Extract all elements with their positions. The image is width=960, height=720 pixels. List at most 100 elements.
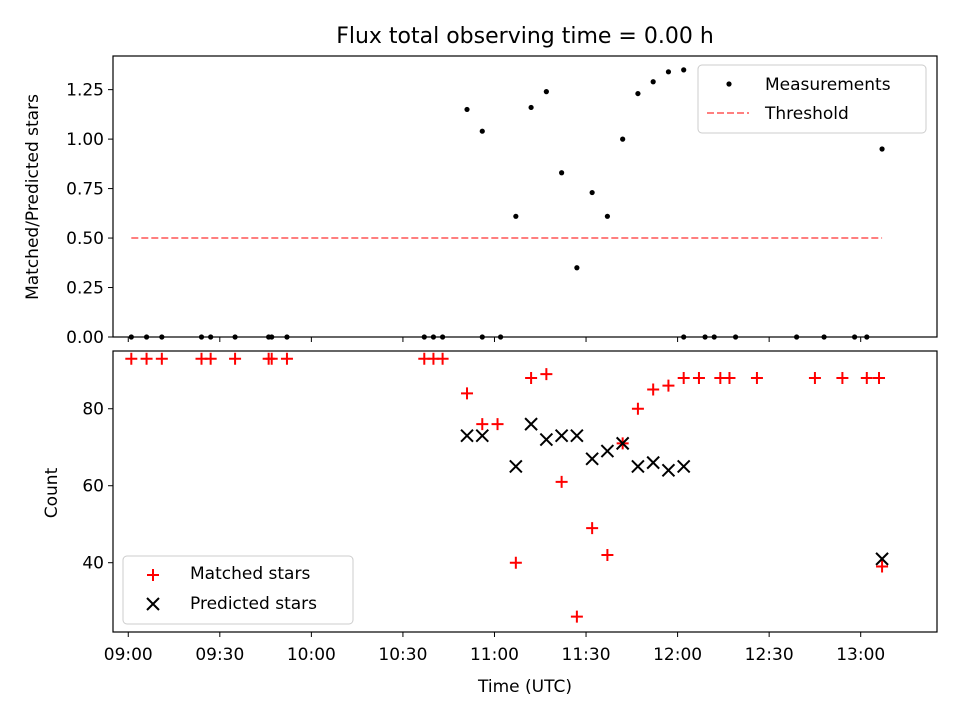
top-y-tick-label: 1.25 <box>66 81 104 101</box>
legend-matched-label: Matched stars <box>190 564 310 584</box>
legend-measurements-marker <box>726 81 732 87</box>
matched-star-point <box>509 556 522 569</box>
measurement-point <box>421 334 427 340</box>
bottom-y-tick-label: 60 <box>82 477 104 497</box>
matched-star-point <box>570 610 583 623</box>
measurement-point <box>879 146 885 152</box>
measurement-point <box>821 334 827 340</box>
matched-star-point <box>491 418 504 431</box>
predicted-star-point <box>661 463 676 478</box>
measurement-point <box>794 334 800 340</box>
predicted-star-point <box>585 452 599 466</box>
matched-star-point <box>525 371 538 384</box>
matched-star-point <box>677 371 690 384</box>
measurement-point <box>440 334 446 340</box>
measurement-point <box>543 89 549 95</box>
x-axis-label: Time (UTC) <box>477 677 572 697</box>
predicted-star-point <box>570 428 584 443</box>
legend-threshold-label: Threshold <box>764 104 849 124</box>
measurement-point <box>497 334 504 340</box>
matched-star-point <box>204 352 217 365</box>
predicted-star-point <box>475 428 489 443</box>
matched-star-point <box>662 379 675 392</box>
measurement-point <box>528 104 534 111</box>
measurement-point <box>269 334 275 340</box>
top-y-tick-label: 0.50 <box>66 229 104 249</box>
measurement-point <box>620 136 626 142</box>
x-tick-label: 12:30 <box>745 645 794 665</box>
matched-star-point <box>836 371 849 384</box>
top-y-axis-label: Matched/Predicted stars <box>23 94 43 300</box>
bottom-y-tick-label: 40 <box>82 554 104 574</box>
matched-star-point <box>555 475 568 488</box>
predicted-star-point <box>460 428 474 443</box>
x-tick-label: 11:30 <box>562 645 611 665</box>
x-tick-label: 09:00 <box>104 645 153 665</box>
matched-star-point <box>155 352 168 365</box>
measurement-point <box>852 334 858 340</box>
bottom-y-axis-label: Count <box>42 467 62 518</box>
measurement-point <box>574 265 580 271</box>
bottom-plot-area: 40 60 80 09:00 09:30 10:00 10:30 11:00 11:30 12:0… <box>82 350 938 665</box>
x-tick-label: 11:00 <box>470 645 519 665</box>
predicted-star-point <box>615 436 630 451</box>
top-y-tick-label: 0.00 <box>66 328 104 348</box>
measurement-point <box>513 213 519 219</box>
matched-star-point <box>873 371 886 384</box>
measurement-point <box>665 69 672 75</box>
matched-star-point <box>601 549 614 562</box>
predicted-star-point <box>600 444 615 458</box>
measurement-point <box>128 334 134 340</box>
legend-predicted-label: Predicted stars <box>190 594 317 614</box>
x-tick-label: 13:00 <box>836 645 885 665</box>
predicted-star-point <box>539 432 554 447</box>
x-tick-label: 12:00 <box>653 645 702 665</box>
bottom-legend: Matched stars Predicted stars <box>122 555 354 625</box>
bottom-axes-frame <box>112 350 938 633</box>
measurement-point <box>284 334 290 340</box>
measurement-point <box>208 334 214 340</box>
measurement-point <box>681 67 687 73</box>
bottom-y-tick-label: 80 <box>82 400 104 420</box>
top-y-tick-label: 0.25 <box>66 279 104 299</box>
top-y-tick-label: 1.00 <box>66 130 104 150</box>
matched-star-point <box>631 402 644 415</box>
matched-star-point <box>265 352 278 365</box>
top-legend-box <box>697 64 927 134</box>
matched-star-point <box>125 352 138 365</box>
measurement-point <box>430 334 437 340</box>
measurement-point <box>650 79 656 85</box>
legend-predicted-marker <box>146 597 160 611</box>
measurement-point <box>559 170 565 176</box>
legend-measurements-label: Measurements <box>765 75 891 95</box>
predicted-star-point <box>631 459 645 474</box>
top-y-tick-label: 0.75 <box>66 180 104 200</box>
predicted-star-point <box>554 428 569 443</box>
matched-star-point <box>692 371 705 384</box>
predicted-star-point <box>875 552 889 566</box>
predicted-star-point <box>646 455 660 470</box>
measurement-point <box>604 213 611 219</box>
matched-star-point <box>723 371 736 384</box>
matched-star-point <box>229 352 242 365</box>
matched-star-point <box>140 352 153 365</box>
matched-star-point <box>808 371 821 384</box>
measurement-point <box>198 334 205 340</box>
matched-star-point <box>436 352 449 365</box>
chart-title: Flux total observing time = 0.00 h <box>336 24 714 49</box>
top-axes-frame <box>112 55 938 338</box>
matched-star-point <box>280 352 293 365</box>
matched-star-point <box>540 368 553 381</box>
bottom-legend-box <box>122 555 354 625</box>
matched-star-point <box>476 418 489 431</box>
matched-star-point <box>461 387 474 400</box>
matched-star-point <box>860 371 873 384</box>
measurement-point <box>479 128 485 134</box>
x-tick-label: 10:30 <box>378 645 427 665</box>
matched-star-point <box>647 383 660 396</box>
measurement-point <box>635 90 641 97</box>
measurement-point <box>464 106 470 113</box>
predicted-star-point <box>509 459 523 474</box>
measurement-point <box>711 334 717 340</box>
